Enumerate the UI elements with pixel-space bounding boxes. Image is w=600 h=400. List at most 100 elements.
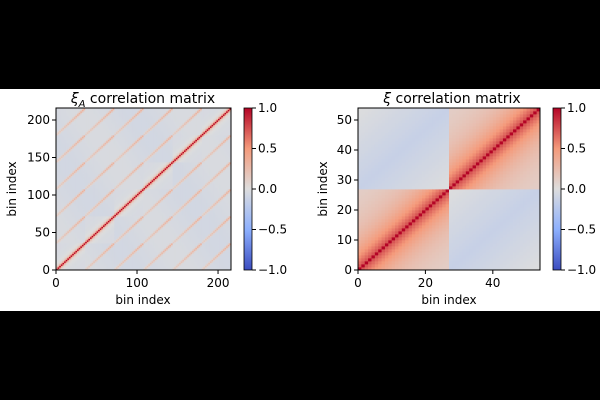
heatmap-cell (70, 121, 73, 124)
heatmap-cell (78, 228, 81, 230)
heatmap-cell (85, 109, 88, 112)
heatmap-cell (80, 130, 83, 133)
heatmap-cell (90, 190, 93, 193)
heatmap-cell (64, 157, 67, 160)
heatmap-cell (85, 165, 88, 167)
heatmap-cell (85, 112, 88, 115)
heatmap-cell (75, 120, 78, 122)
heatmap-cell (77, 240, 80, 242)
heatmap-cell (94, 109, 97, 112)
heatmap-cell (77, 256, 80, 259)
heatmap-cell (64, 130, 67, 133)
heatmap-cell (94, 219, 97, 221)
heatmap-cell (80, 268, 83, 271)
heatmap-cell (57, 219, 60, 221)
heatmap-cell (80, 127, 83, 130)
heatmap-cell (77, 186, 80, 188)
heatmap-cell (64, 138, 67, 140)
heatmap-cell (72, 181, 75, 184)
heatmap-cell (91, 144, 94, 146)
heatmap-cell (80, 256, 83, 259)
heatmap-cell (64, 246, 67, 248)
heatmap-cell (62, 208, 65, 211)
heatmap-cell (64, 231, 67, 233)
heatmap-cell (77, 141, 80, 143)
heatmap-cell (91, 264, 94, 266)
heatmap-cell (75, 138, 78, 140)
heatmap-cell (94, 241, 97, 244)
heatmap-cell (85, 216, 88, 218)
heatmap-cell (65, 181, 68, 184)
heatmap-cell (73, 157, 76, 160)
heatmap-cell (96, 216, 99, 218)
heatmap-cell (91, 184, 94, 187)
heatmap-cell (93, 261, 96, 263)
heatmap-cell (78, 268, 81, 271)
heatmap-cell (73, 241, 76, 244)
heatmap-cell (72, 130, 75, 133)
heatmap-cell (62, 160, 65, 163)
heatmap-cell (67, 150, 70, 152)
heatmap-cell (88, 258, 91, 260)
heatmap-cell (68, 169, 71, 172)
heatmap-cell (59, 148, 62, 151)
heatmap-cell (60, 252, 63, 254)
heatmap-cell (60, 205, 63, 208)
title-rest: correlation matrix (85, 91, 215, 107)
heatmap-cell (80, 201, 83, 203)
heatmap-cell (90, 205, 93, 208)
heatmap-cell (67, 198, 70, 200)
heatmap-cell (96, 210, 99, 212)
heatmap-cell (77, 160, 80, 163)
heatmap-cell (56, 171, 59, 173)
heatmap-cell (67, 172, 70, 175)
heatmap-cell (77, 244, 80, 247)
heatmap-cell (72, 168, 75, 170)
heatmap-cell (94, 259, 97, 262)
heatmap-cell (93, 183, 96, 185)
heatmap-cell (60, 117, 63, 119)
heatmap-cell (88, 160, 91, 163)
heatmap-cell (70, 132, 73, 134)
heatmap-cell (57, 184, 60, 187)
heatmap-cell (56, 268, 59, 271)
heatmap-cell (88, 112, 91, 115)
heatmap-cell (60, 154, 63, 157)
heatmap-cell (78, 220, 81, 223)
heatmap-cell (56, 199, 59, 202)
heatmap-cell (96, 129, 99, 131)
heatmap-cell (62, 241, 65, 244)
heatmap-cell (75, 253, 78, 256)
heatmap-cell (85, 268, 88, 271)
heatmap-cell (93, 151, 96, 154)
heatmap-cell (67, 180, 70, 182)
heatmap-cell (83, 187, 86, 190)
heatmap-cell (75, 127, 78, 130)
heatmap-cell (86, 246, 89, 248)
heatmap-cell (73, 195, 76, 197)
heatmap-cell (68, 217, 71, 220)
heatmap-cell (64, 249, 67, 251)
heatmap-cell (57, 115, 60, 118)
heatmap-cell (68, 196, 71, 199)
heatmap-cell (64, 187, 67, 190)
heatmap-cell (88, 118, 91, 121)
heatmap-cell (81, 229, 84, 232)
heatmap-cell (81, 226, 84, 229)
heatmap-cell (77, 178, 80, 181)
heatmap-cell (70, 241, 73, 244)
heatmap-cell (70, 190, 73, 193)
heatmap-cell (91, 114, 94, 116)
heatmap-cell (70, 247, 73, 250)
heatmap-cell (68, 163, 71, 166)
heatmap-cell (78, 136, 81, 139)
heatmap-cell (83, 235, 86, 238)
heatmap-cell (96, 250, 99, 253)
heatmap-cell (94, 196, 97, 199)
heatmap-cell (73, 189, 76, 191)
heatmap-cell (96, 120, 99, 122)
heatmap-cell (77, 231, 80, 233)
heatmap-cell (88, 136, 91, 139)
heatmap-cell (88, 141, 91, 143)
heatmap-cell (81, 190, 84, 193)
